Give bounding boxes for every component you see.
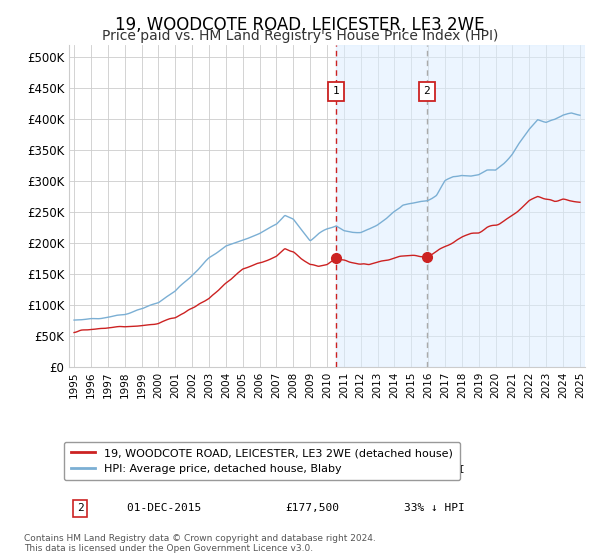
Text: 19, WOODCOTE ROAD, LEICESTER, LE3 2WE: 19, WOODCOTE ROAD, LEICESTER, LE3 2WE bbox=[115, 16, 485, 34]
Text: 1: 1 bbox=[77, 465, 83, 475]
Text: 01-DEC-2015: 01-DEC-2015 bbox=[100, 503, 201, 514]
Text: £175,000: £175,000 bbox=[286, 465, 340, 475]
Text: Contains HM Land Registry data © Crown copyright and database right 2024.
This d: Contains HM Land Registry data © Crown c… bbox=[24, 534, 376, 553]
Legend: 19, WOODCOTE ROAD, LEICESTER, LE3 2WE (detached house), HPI: Average price, deta: 19, WOODCOTE ROAD, LEICESTER, LE3 2WE (d… bbox=[64, 442, 460, 480]
Text: 33% ↓ HPI: 33% ↓ HPI bbox=[404, 503, 465, 514]
Text: 2: 2 bbox=[77, 503, 83, 514]
Text: £177,500: £177,500 bbox=[286, 503, 340, 514]
Text: 2: 2 bbox=[424, 86, 430, 96]
Text: Price paid vs. HM Land Registry's House Price Index (HPI): Price paid vs. HM Land Registry's House … bbox=[102, 29, 498, 43]
Text: 21% ↓ HPI: 21% ↓ HPI bbox=[404, 465, 465, 475]
Text: 16-JUL-2010: 16-JUL-2010 bbox=[100, 465, 201, 475]
Bar bbox=[336, 45, 585, 367]
Text: 1: 1 bbox=[333, 86, 340, 96]
